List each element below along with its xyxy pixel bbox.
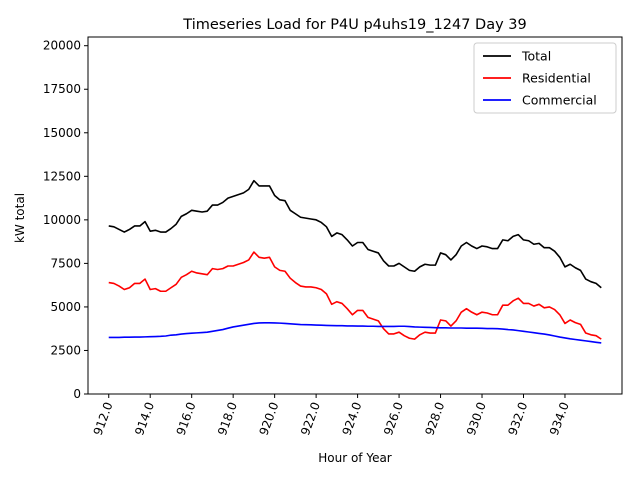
x-tick-label: 930.0	[464, 400, 489, 437]
y-tick-label: 12500	[43, 169, 81, 183]
plot-frame	[87, 36, 623, 395]
x-tick-label: 912.0	[91, 400, 116, 437]
x-tick-label: 928.0	[422, 400, 447, 437]
y-tick-label: 2500	[50, 343, 81, 357]
x-tick-label: 918.0	[215, 400, 240, 437]
x-tick-label: 922.0	[298, 400, 323, 437]
legend-box	[473, 42, 617, 114]
y-axis-label: kW total	[13, 193, 27, 243]
y-tick-label: 5000	[50, 300, 81, 314]
y-tick-label: 7500	[50, 256, 81, 270]
x-tick-label: 926.0	[381, 400, 406, 437]
legend-label: Total	[521, 49, 551, 64]
series-line-total	[108, 179, 602, 289]
x-tick-label: 916.0	[174, 400, 199, 437]
y-tick-label: 0	[73, 387, 81, 401]
y-tick-label: 20000	[43, 39, 81, 53]
y-tick-label: 15000	[43, 126, 81, 140]
x-axis-label: Hour of Year	[318, 451, 392, 465]
chart-title: Timeseries Load for P4U p4uhs19_1247 Day…	[182, 17, 526, 33]
y-axis: 0 2500 5000 7500 10000 12500 15000 17500 20000	[43, 39, 88, 401]
series-line-commercial	[108, 321, 602, 344]
x-tick-label: 934.0	[547, 400, 572, 437]
y-tick-label: 10000	[43, 213, 81, 227]
x-tick-label: 914.0	[132, 400, 157, 437]
legend: Total Residential Commercial	[473, 42, 617, 114]
legend-label: Residential	[522, 71, 591, 86]
legend-label: Commercial	[522, 93, 597, 108]
x-tick-label: 932.0	[505, 400, 530, 437]
x-axis: 912.0 914.0 916.0 918.0 920.0 922.0 924.0 926.0…	[91, 394, 572, 437]
series-line-residential	[108, 251, 602, 340]
x-tick-label: 920.0	[257, 400, 282, 437]
y-tick-label: 17500	[43, 82, 81, 96]
x-tick-label: 924.0	[340, 400, 365, 437]
plot-area	[87, 36, 623, 395]
